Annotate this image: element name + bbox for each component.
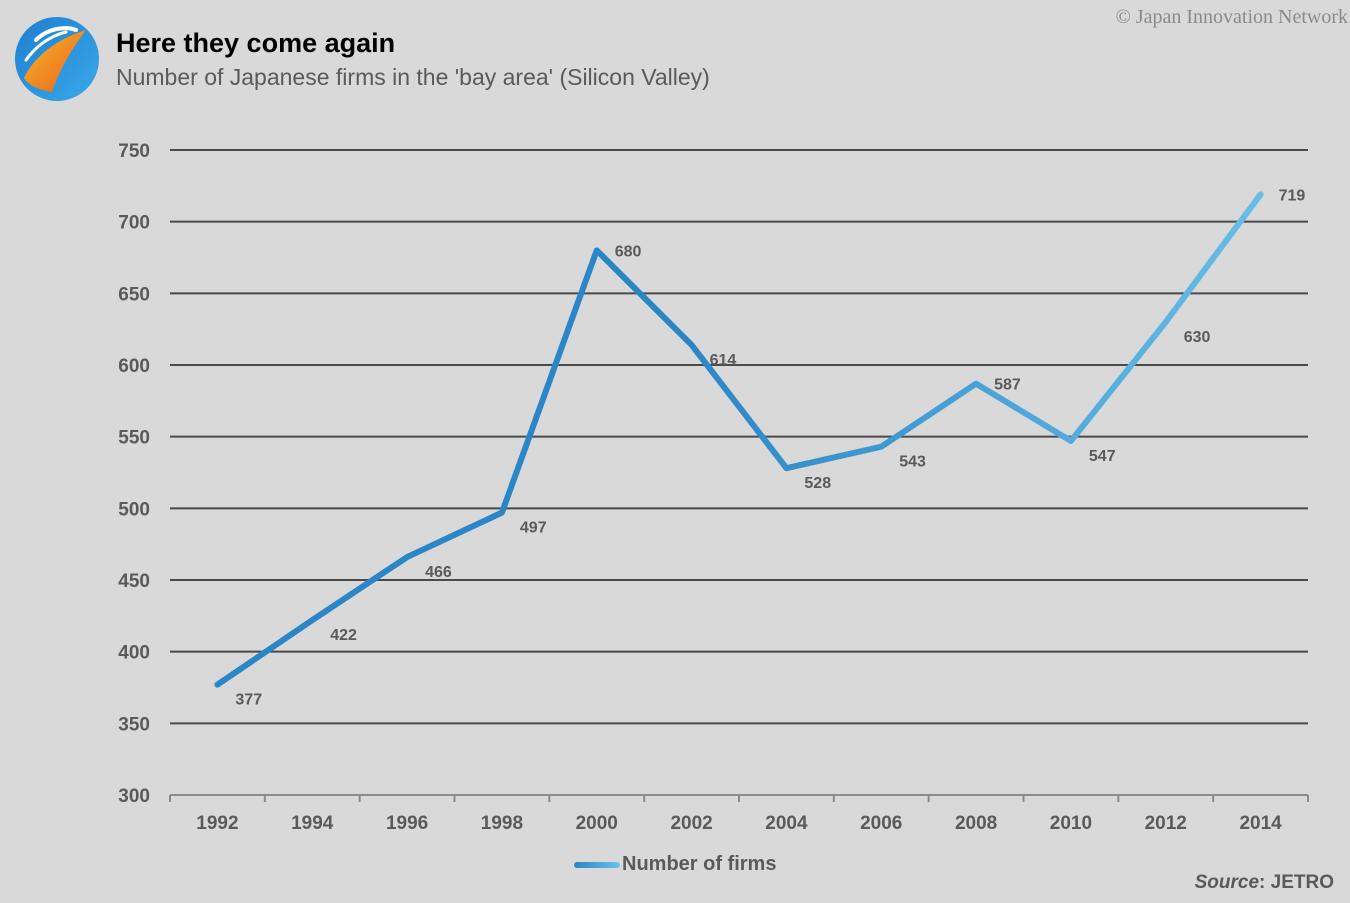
x-tick-label-1996: 1996 xyxy=(386,813,428,834)
chart-subtitle: Number of Japanese firms in the 'bay are… xyxy=(116,64,710,90)
data-label-1998: 497 xyxy=(520,520,547,537)
y-tick-label-550: 550 xyxy=(118,428,150,449)
data-label-2010: 547 xyxy=(1089,448,1116,465)
x-tick-label-2006: 2006 xyxy=(860,813,902,834)
data-label-2008: 587 xyxy=(994,377,1021,394)
page-title: Here they come again xyxy=(116,28,396,58)
x-tick-label-1992: 1992 xyxy=(196,813,238,834)
y-tick-label-300: 300 xyxy=(118,786,150,807)
y-tick-label-700: 700 xyxy=(118,213,150,234)
y-tick-label-750: 750 xyxy=(118,141,150,162)
y-tick-label-600: 600 xyxy=(118,356,150,377)
series-line-number-of-firms xyxy=(214,191,1264,688)
data-label-2014: 719 xyxy=(1279,187,1306,204)
x-tick-label-2002: 2002 xyxy=(670,813,712,834)
legend-swatch xyxy=(574,861,620,868)
source-value: : JETRO xyxy=(1259,872,1334,893)
copyright-notice: © Japan Innovation Network xyxy=(1115,6,1348,28)
x-tick-label-2012: 2012 xyxy=(1145,813,1187,834)
x-tick-label-2008: 2008 xyxy=(955,813,997,834)
data-label-2012: 630 xyxy=(1184,329,1211,346)
globe-logo-icon xyxy=(15,17,99,101)
data-label-1994: 422 xyxy=(330,627,357,644)
y-tick-label-350: 350 xyxy=(118,714,150,735)
chart-legend: Number of firms xyxy=(574,853,776,876)
x-tick-label-1998: 1998 xyxy=(481,813,523,834)
data-label-1992: 377 xyxy=(235,692,262,709)
y-tick-label-400: 400 xyxy=(118,643,150,664)
data-label-2006: 543 xyxy=(899,454,926,471)
y-tick-label-650: 650 xyxy=(118,284,150,305)
y-tick-label-500: 500 xyxy=(118,499,150,520)
x-tick-label-2010: 2010 xyxy=(1050,813,1092,834)
x-tick-label-1994: 1994 xyxy=(291,813,334,834)
x-tick-label-2004: 2004 xyxy=(765,813,808,834)
x-tick-label-2014: 2014 xyxy=(1239,813,1282,834)
data-label-2002: 614 xyxy=(710,352,737,369)
data-label-2000: 680 xyxy=(615,243,642,260)
source-key: Source xyxy=(1194,872,1260,893)
data-label-2004: 528 xyxy=(804,475,831,492)
legend-label: Number of firms xyxy=(622,853,777,875)
source-note: Source: JETRO xyxy=(1195,872,1334,894)
y-tick-label-450: 450 xyxy=(118,571,150,592)
x-tick-label-2000: 2000 xyxy=(576,813,618,834)
data-label-1996: 466 xyxy=(425,564,452,581)
